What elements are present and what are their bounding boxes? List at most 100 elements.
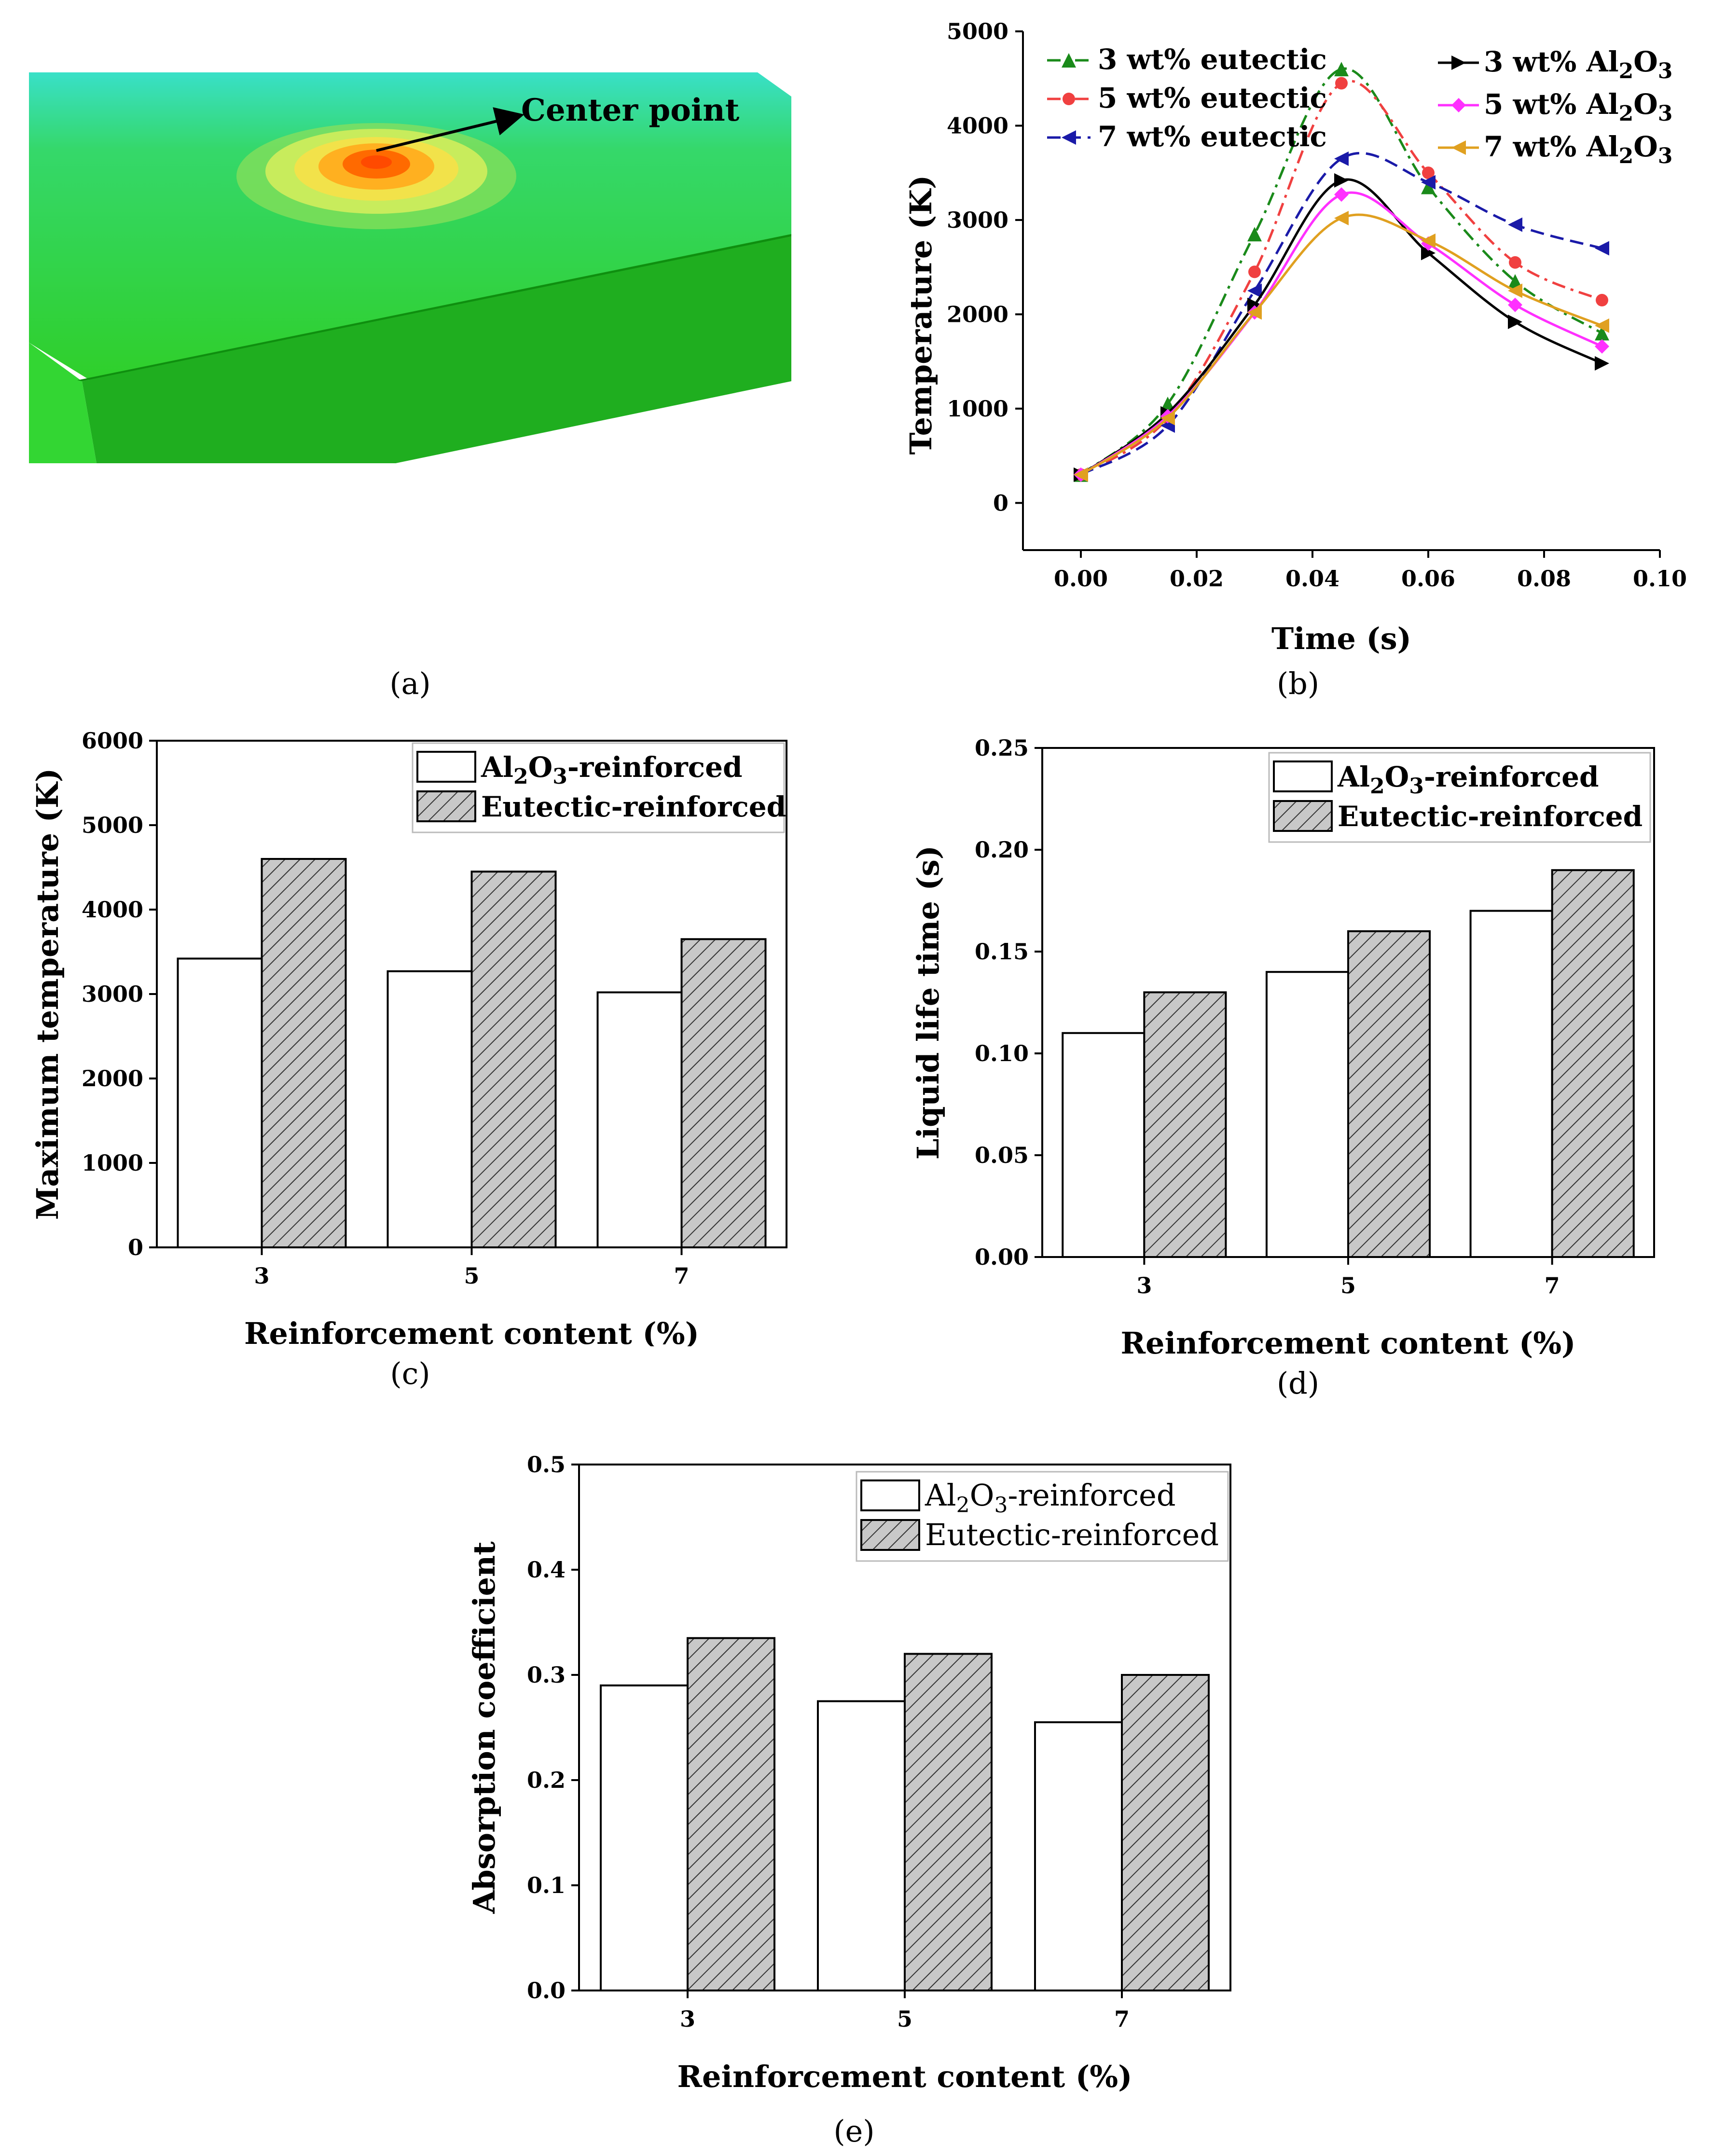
bar-al2o3-5 — [817, 1700, 906, 1991]
legend-item-right-1: 3 wt% Al2O3 — [1438, 45, 1672, 83]
legend-marker — [1062, 53, 1076, 68]
chart-c-max-temperature: 0 1000 2000 3000 4000 5000 6000 3 5 7 Reinforcemen… — [30, 728, 787, 1346]
data-point — [1421, 233, 1436, 248]
data-point — [1595, 318, 1609, 333]
y-tick-label: 5000 — [947, 18, 1008, 44]
bar-al2o3-7 — [1034, 1721, 1123, 1991]
legend-marker — [1451, 55, 1466, 70]
y-tick-label: 0.20 — [975, 837, 1029, 863]
bar-eutectic-5 — [904, 1653, 993, 1991]
legend-swatch — [1273, 800, 1333, 832]
y-tick-label: 0 — [128, 1234, 143, 1260]
legend-swatch — [1273, 760, 1333, 792]
x-tick-label: 7 — [674, 1263, 689, 1289]
legend-swatch — [416, 790, 476, 822]
legend-item-right-2: 5 wt% Al2O3 — [1438, 88, 1672, 126]
x-axis-title: Reinforcement content (%) — [244, 1316, 699, 1346]
bar-eutectic-3 — [261, 858, 347, 1248]
series-line — [1080, 67, 1603, 476]
data-point — [1247, 297, 1262, 312]
data-point — [1160, 397, 1175, 412]
y-tick-label: 0.00 — [975, 1244, 1029, 1270]
data-point — [1508, 283, 1522, 298]
y-tick-label: 0.05 — [975, 1142, 1029, 1168]
bar-eutectic-7 — [1121, 1674, 1210, 1991]
bar-eutectic-5 — [1347, 930, 1431, 1258]
bar-al2o3-5 — [387, 970, 473, 1248]
legend-marker — [1063, 93, 1075, 105]
x-axis-title: Time (s) — [1271, 621, 1411, 656]
x-tick-label: 3 — [254, 1263, 269, 1289]
legend-item-eutectic: Eutectic-reinforced — [1273, 800, 1643, 833]
legend-label: Eutectic-reinforced — [925, 1517, 1219, 1552]
data-point — [1160, 411, 1175, 426]
caption-c: (c) — [390, 1356, 430, 1391]
data-point — [1421, 246, 1436, 261]
data-point — [1074, 467, 1088, 482]
legend-item-right-3: 7 wt% Al2O3 — [1438, 130, 1672, 168]
y-tick-label: 0.4 — [527, 1557, 566, 1583]
legend-swatch — [860, 1519, 920, 1551]
y-tick-label: 6000 — [82, 728, 143, 754]
legend-swatch — [416, 751, 476, 783]
data-point — [1247, 305, 1262, 320]
legend-item-al2o3: Al2O3-reinforced — [416, 751, 743, 789]
legend-label: 5 wt% eutectic — [1098, 82, 1327, 114]
legend-item-left-3: 7 wt% eutectic — [1047, 120, 1327, 153]
data-point — [1334, 187, 1349, 202]
x-tick-label: 7 — [1545, 1272, 1560, 1299]
data-point — [1595, 356, 1609, 371]
x-tick-label: 5 — [1340, 1272, 1356, 1299]
legend-label: Al2O3-reinforced — [1337, 760, 1599, 799]
series-6 — [1074, 211, 1609, 482]
y-axis-title: Temperature (K) — [903, 175, 939, 455]
y-tick-label: 1000 — [947, 396, 1008, 422]
series-line — [1080, 213, 1602, 476]
legend-label: 3 wt% Al2O3 — [1484, 45, 1672, 83]
x-tick-label: 0.00 — [1054, 566, 1108, 592]
bar-eutectic-5 — [470, 871, 557, 1248]
data-point — [1421, 180, 1436, 194]
legend-marker — [1451, 140, 1466, 155]
data-point — [1508, 297, 1522, 312]
y-tick-label: 0.25 — [975, 735, 1029, 761]
bar-al2o3-7 — [596, 991, 683, 1248]
bar-al2o3-3 — [177, 957, 263, 1248]
data-point — [1422, 166, 1435, 180]
data-point — [1508, 274, 1522, 289]
y-axis-title: Absorption coefficient — [467, 1541, 502, 1914]
y-tick-label: 0.1 — [527, 1872, 566, 1898]
data-point — [1334, 62, 1349, 77]
data-point — [1508, 217, 1522, 232]
bar-eutectic-7 — [1551, 869, 1635, 1258]
bar-al2o3-3 — [600, 1684, 689, 1991]
bar-eutectic-7 — [680, 938, 767, 1248]
legend-item-al2o3: Al2O3-reinforced — [1273, 760, 1599, 799]
series-line — [1080, 178, 1603, 476]
y-tick-label: 2000 — [82, 1065, 143, 1092]
x-tick-label: 3 — [1136, 1272, 1152, 1299]
data-point — [1335, 77, 1348, 90]
x-axis-title: Reinforcement content (%) — [677, 2059, 1132, 2094]
bar-eutectic-3 — [1143, 991, 1227, 1258]
panel-a-thermal-image: Center point — [29, 72, 791, 463]
bar-al2o3-5 — [1265, 971, 1350, 1258]
caption-a: (a) — [389, 666, 431, 701]
legend-item-left-1: 3 wt% eutectic — [1047, 43, 1327, 76]
x-tick-label: 5 — [464, 1263, 479, 1289]
legend-label: 3 wt% eutectic — [1098, 43, 1327, 76]
legend-item-eutectic: Eutectic-reinforced — [860, 1517, 1219, 1552]
x-tick-label: 0.02 — [1170, 566, 1224, 592]
caption-b: (b) — [1276, 666, 1320, 701]
legend-marker — [1451, 98, 1466, 112]
y-tick-label: 0.0 — [527, 1977, 566, 2004]
data-point — [1509, 256, 1521, 269]
y-tick-label: 0.10 — [975, 1040, 1029, 1066]
data-point — [1595, 326, 1609, 341]
heat-spot — [236, 123, 516, 229]
bar-al2o3-3 — [1062, 1032, 1146, 1258]
center-point-arrow — [376, 107, 525, 152]
bar-eutectic-3 — [687, 1637, 775, 1991]
y-axis-title: Maximum temperature (K) — [30, 768, 65, 1220]
bar-al2o3-7 — [1469, 910, 1553, 1258]
